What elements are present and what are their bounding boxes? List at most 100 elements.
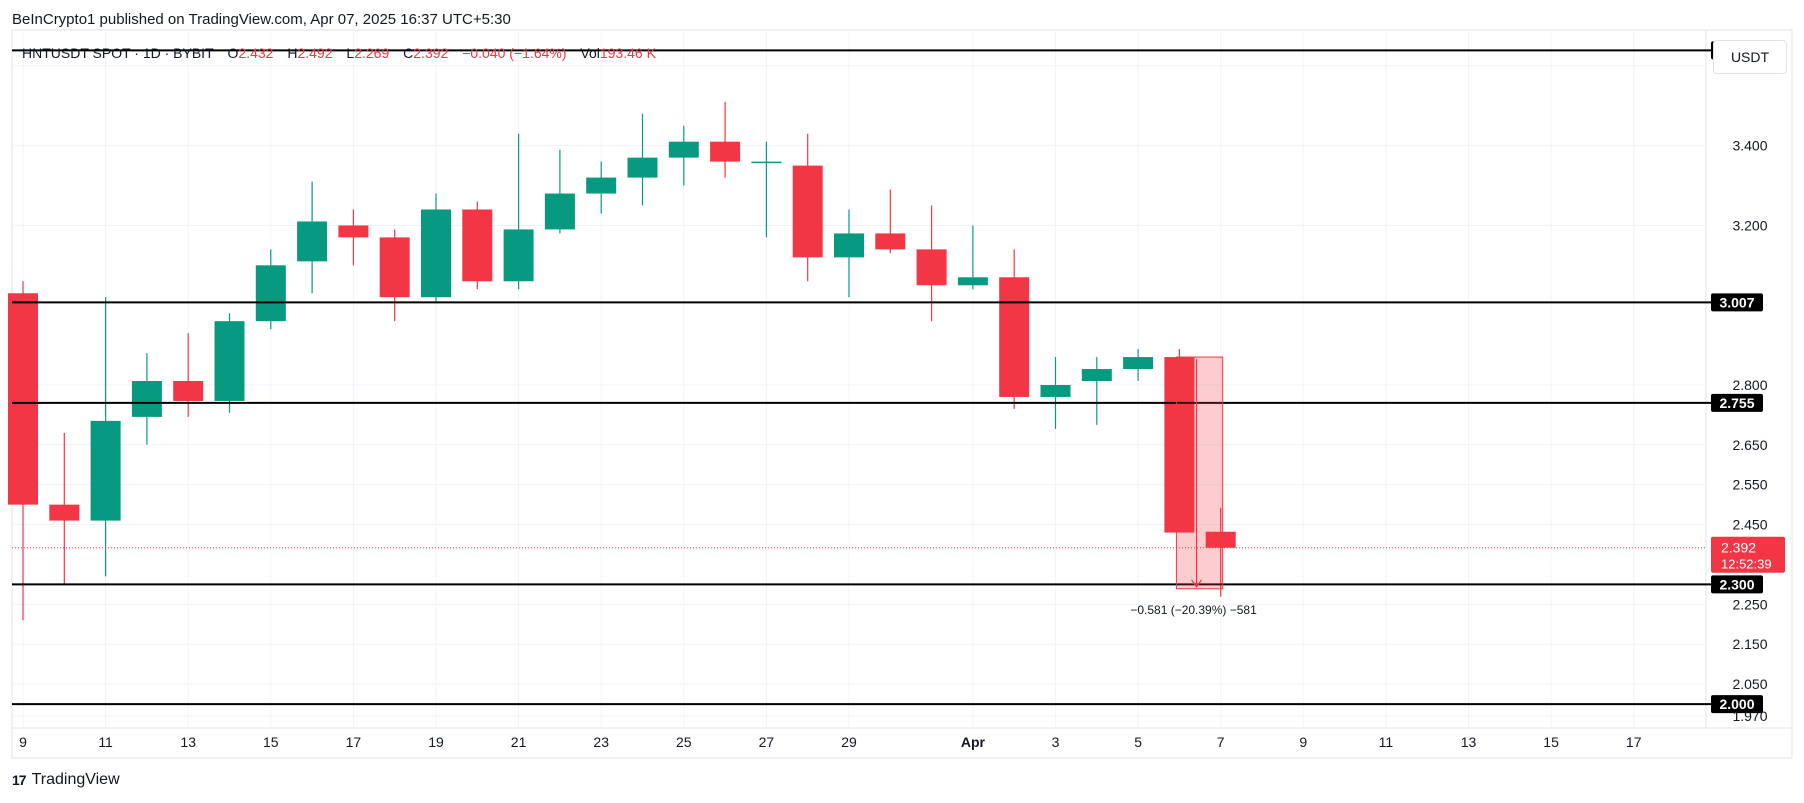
time-tick-label: 13: [1461, 734, 1477, 750]
time-tick-label: 19: [428, 734, 444, 750]
time-tick-label: 17: [346, 734, 362, 750]
legend-close: 2.392: [413, 45, 449, 61]
candle-bullish: [421, 193, 451, 302]
tradingview-logo[interactable]: 17 TradingView: [12, 771, 120, 789]
candle-body: [173, 380, 204, 401]
candle-bullish: [957, 225, 988, 290]
tradingview-logo-text: TradingView: [31, 771, 120, 788]
time-tick-label: 27: [759, 734, 775, 750]
legend-high: 2.492: [297, 45, 333, 61]
candle-body: [710, 141, 741, 162]
candle-bullish: [668, 125, 699, 186]
candle-bullish: [1081, 357, 1112, 425]
candle-bearish: [8, 281, 38, 621]
measure-label: −0.581 (−20.39%) −581: [1130, 603, 1257, 617]
candle-bullish: [503, 133, 534, 290]
key-level-badge: [1711, 293, 1763, 312]
legend-vol: 193.46 K: [599, 45, 656, 61]
candle-body: [462, 209, 493, 282]
candle-body: [1081, 369, 1112, 381]
attribution-text: BeInCrypto1 published on TradingView.com…: [12, 11, 511, 28]
time-tick-label: 11: [98, 734, 113, 750]
time-tick-label: 5: [1134, 734, 1142, 750]
candle-bullish: [297, 181, 328, 294]
candle-bearish: [710, 101, 741, 178]
time-tick-label: 21: [511, 734, 527, 750]
candle-body: [834, 233, 864, 258]
candle-bullish: [834, 209, 864, 298]
time-tick-label: 3: [1052, 734, 1060, 750]
price-tick-label: 2.250: [1732, 596, 1767, 612]
candle-bearish: [1164, 349, 1195, 533]
candle-body: [627, 157, 658, 178]
candle-body: [1205, 531, 1236, 548]
price-tick-label: 2.450: [1732, 517, 1767, 533]
legend-low: 2.269: [354, 45, 390, 61]
candle-body: [131, 380, 162, 417]
price-tick-label: 2.150: [1732, 636, 1767, 652]
current-price-label: 2.392: [1721, 540, 1756, 556]
candle-body: [379, 237, 410, 298]
candle-body: [957, 277, 988, 286]
candles: [8, 101, 1236, 621]
candle-bullish: [627, 113, 658, 206]
time-tick-label: 15: [1543, 734, 1559, 750]
currency-button[interactable]: USDT: [1713, 40, 1787, 74]
key-level-badge: [1711, 575, 1763, 594]
grid: [12, 30, 1706, 728]
time-tick-label: 17: [1626, 734, 1642, 750]
time-tick-label: 9: [1299, 734, 1307, 750]
time-tick-label: Apr: [961, 734, 986, 750]
candle-body: [421, 209, 451, 298]
time-tick-label: 11: [1379, 734, 1394, 750]
candle-body: [1164, 357, 1195, 533]
candle-bearish: [173, 333, 204, 417]
key-level-badge: [1711, 393, 1763, 412]
candle-body: [8, 293, 38, 505]
candle-body: [214, 321, 245, 401]
time-tick-label: 15: [263, 734, 279, 750]
candle-body: [751, 161, 782, 164]
legend-open-label: O: [227, 45, 239, 61]
candle-countdown-label: 12:52:39: [1721, 557, 1772, 572]
candle-bullish: [751, 141, 782, 238]
candle-body: [916, 249, 947, 286]
candle-body: [49, 504, 80, 521]
price-tick-label: 3.400: [1732, 138, 1767, 154]
price-tick-label: 2.050: [1732, 676, 1767, 692]
key-level-label: 2.755: [1719, 395, 1754, 411]
key-level-label: 3.007: [1719, 294, 1754, 310]
candle-bearish: [49, 432, 80, 585]
time-tick-label: 13: [180, 734, 196, 750]
tradingview-logo-icon: 17: [12, 772, 27, 788]
candle-body: [586, 177, 617, 194]
candle-body: [255, 265, 286, 322]
candle-body: [668, 141, 699, 158]
legend-high-label: H: [287, 45, 298, 61]
legend-low-label: L: [346, 45, 355, 61]
time-tick-label: 25: [676, 734, 692, 750]
measure-range-box: [1175, 356, 1224, 590]
candle-body: [1040, 384, 1071, 397]
candle-bullish: [1123, 349, 1154, 381]
candle-body: [297, 221, 328, 262]
symbol-legend: HNTUSDT SPOT · 1D · BYBIT O2.432 H2.492 …: [22, 45, 656, 61]
candle-bearish: [379, 229, 410, 322]
candle-bearish: [999, 249, 1030, 409]
candle-bullish: [255, 249, 286, 330]
candle-bearish: [875, 189, 906, 254]
candle-bearish: [1205, 507, 1236, 597]
candle-bearish: [462, 201, 493, 290]
chart-border: [11, 29, 1793, 759]
legend-symbol[interactable]: HNTUSDT SPOT · 1D · BYBIT: [22, 45, 214, 61]
time-tick-label: 9: [19, 734, 27, 750]
price-tick-label: 2.650: [1732, 437, 1767, 453]
time-tick-label: 29: [841, 734, 857, 750]
key-level-label: 2.000: [1719, 696, 1754, 712]
candle-body: [875, 233, 906, 250]
price-tick-label: 3.200: [1732, 217, 1767, 233]
candle-body: [1123, 357, 1154, 370]
candle-body: [792, 165, 823, 258]
